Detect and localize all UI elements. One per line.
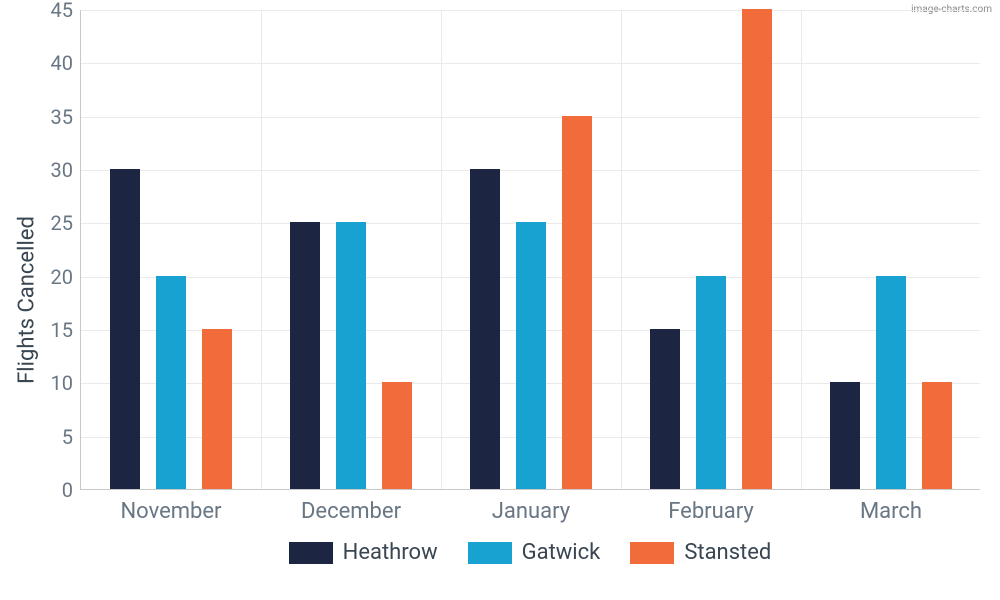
y-tick-label: 25	[51, 211, 73, 235]
y-tick-label: 10	[51, 371, 73, 395]
gridline-vertical	[801, 10, 802, 489]
bar-heathrow-december	[290, 222, 320, 489]
bar-stansted-december	[382, 382, 412, 489]
gridline-vertical	[621, 10, 622, 489]
y-tick-label: 20	[51, 265, 73, 289]
legend-label: Gatwick	[522, 540, 601, 565]
bar-gatwick-december	[336, 222, 366, 489]
x-tick-label: December	[301, 499, 401, 524]
legend: Heathrow Gatwick Stansted	[80, 540, 980, 565]
bar-gatwick-november	[156, 276, 186, 489]
y-axis-label: Flights Cancelled	[14, 216, 39, 384]
x-tick-label: March	[860, 499, 922, 524]
gridline-horizontal	[81, 170, 980, 171]
bar-gatwick-march	[876, 276, 906, 489]
y-tick-label: 35	[51, 105, 73, 129]
gridline-horizontal	[81, 117, 980, 118]
plot-area: 051015202530354045NovemberDecemberJanuar…	[80, 10, 980, 490]
gridline-vertical	[261, 10, 262, 489]
x-tick-label: February	[668, 499, 754, 524]
bar-heathrow-march	[830, 382, 860, 489]
bar-stansted-november	[202, 329, 232, 489]
y-tick-label: 30	[51, 158, 73, 182]
legend-item-gatwick: Gatwick	[468, 540, 601, 565]
gridline-horizontal	[81, 63, 980, 64]
x-tick-label: November	[120, 499, 221, 524]
bar-heathrow-november	[110, 169, 140, 489]
legend-swatch	[630, 542, 674, 564]
y-tick-label: 5	[62, 425, 73, 449]
y-tick-label: 0	[62, 478, 73, 502]
legend-label: Heathrow	[343, 540, 438, 565]
y-tick-label: 45	[51, 0, 73, 22]
bar-heathrow-january	[470, 169, 500, 489]
legend-swatch	[468, 542, 512, 564]
x-tick-label: January	[492, 499, 570, 524]
bar-stansted-march	[922, 382, 952, 489]
bar-stansted-january	[562, 116, 592, 489]
legend-label: Stansted	[684, 540, 771, 565]
bar-gatwick-january	[516, 222, 546, 489]
gridline-vertical	[441, 10, 442, 489]
y-tick-label: 40	[51, 51, 73, 75]
flights-cancelled-chart: image-charts.com Flights Cancelled 05101…	[0, 0, 1000, 600]
bar-heathrow-february	[650, 329, 680, 489]
gridline-horizontal	[81, 10, 980, 11]
bar-stansted-february	[742, 9, 772, 489]
legend-item-heathrow: Heathrow	[289, 540, 438, 565]
legend-swatch	[289, 542, 333, 564]
y-tick-label: 15	[51, 318, 73, 342]
legend-item-stansted: Stansted	[630, 540, 771, 565]
bar-gatwick-february	[696, 276, 726, 489]
